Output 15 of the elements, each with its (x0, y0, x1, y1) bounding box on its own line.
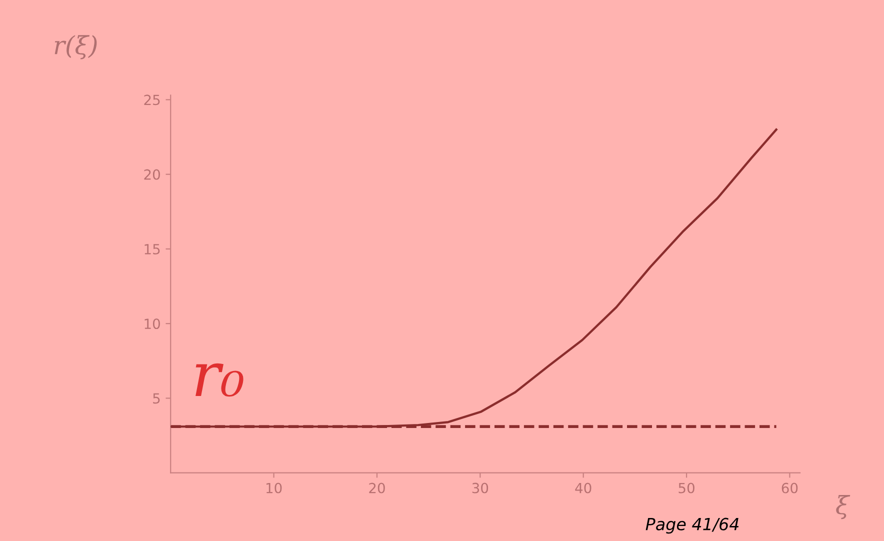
ref-line-label: r₀ (196, 363, 244, 397)
x-tick-label: 60 (782, 482, 798, 494)
x-tick-label: 50 (678, 482, 694, 494)
y-tick-label: 20 (144, 169, 160, 180)
x-tick-label: 20 (369, 482, 385, 494)
y-axis-title: r(ξ) (54, 35, 97, 60)
x-tick-label: 10 (266, 482, 282, 494)
y-tick-label: 15 (144, 244, 160, 254)
x-tick-label: 40 (575, 482, 592, 494)
y-tick-label: 5 (153, 393, 160, 404)
y-tick-label: 25 (144, 94, 160, 106)
y-tick-label: 10 (144, 318, 160, 330)
x-axis-title: ξ (836, 494, 850, 520)
text: Page 41/64 (646, 518, 739, 534)
x-tick-label: 30 (472, 482, 488, 494)
